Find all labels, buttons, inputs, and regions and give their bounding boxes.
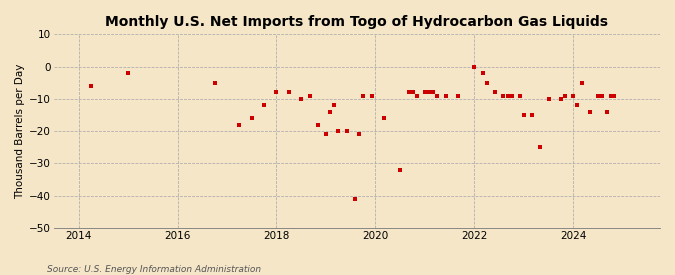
- Point: [284, 90, 294, 95]
- Point: [354, 132, 364, 137]
- Point: [259, 103, 269, 108]
- Point: [506, 94, 517, 98]
- Point: [325, 110, 335, 114]
- Point: [440, 94, 451, 98]
- Point: [420, 90, 431, 95]
- Point: [609, 94, 620, 98]
- Point: [514, 94, 525, 98]
- Point: [518, 113, 529, 117]
- Point: [296, 97, 306, 101]
- Point: [481, 81, 492, 85]
- Point: [477, 71, 488, 75]
- Point: [366, 94, 377, 98]
- Point: [497, 94, 508, 98]
- Point: [329, 103, 340, 108]
- Point: [556, 97, 566, 101]
- Point: [527, 113, 538, 117]
- Point: [403, 90, 414, 95]
- Point: [271, 90, 282, 95]
- Point: [593, 94, 603, 98]
- Point: [453, 94, 464, 98]
- Point: [358, 94, 369, 98]
- Point: [407, 90, 418, 95]
- Point: [601, 110, 612, 114]
- Point: [597, 94, 608, 98]
- Point: [86, 84, 97, 88]
- Point: [234, 122, 245, 127]
- Point: [568, 94, 578, 98]
- Point: [560, 94, 570, 98]
- Point: [333, 129, 344, 133]
- Point: [576, 81, 587, 85]
- Point: [209, 81, 220, 85]
- Title: Monthly U.S. Net Imports from Togo of Hydrocarbon Gas Liquids: Monthly U.S. Net Imports from Togo of Hy…: [105, 15, 608, 29]
- Point: [605, 94, 616, 98]
- Point: [423, 90, 434, 95]
- Point: [428, 90, 439, 95]
- Point: [321, 132, 331, 137]
- Point: [349, 197, 360, 201]
- Point: [246, 116, 257, 120]
- Point: [432, 94, 443, 98]
- Point: [502, 94, 513, 98]
- Point: [379, 116, 389, 120]
- Point: [395, 168, 406, 172]
- Y-axis label: Thousand Barrels per Day: Thousand Barrels per Day: [15, 64, 25, 199]
- Point: [535, 145, 545, 150]
- Point: [469, 64, 480, 69]
- Point: [543, 97, 554, 101]
- Point: [312, 122, 323, 127]
- Point: [123, 71, 134, 75]
- Point: [304, 94, 315, 98]
- Point: [411, 94, 422, 98]
- Point: [572, 103, 583, 108]
- Text: Source: U.S. Energy Information Administration: Source: U.S. Energy Information Administ…: [47, 265, 261, 274]
- Point: [490, 90, 501, 95]
- Point: [585, 110, 595, 114]
- Point: [342, 129, 352, 133]
